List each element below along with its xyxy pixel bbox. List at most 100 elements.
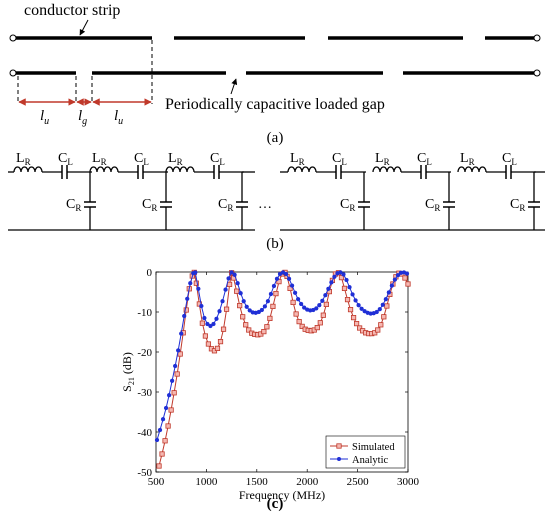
data-point-analytic [268,291,274,297]
x-tick-label: 500 [148,476,165,488]
data-point-simulated [405,281,411,287]
y-tick-label: -20 [137,347,152,359]
data-point-analytic [377,307,382,312]
data-point-analytic [169,378,175,383]
label-lr: LR [168,151,183,167]
data-point-analytic [286,276,292,281]
data-point-simulated [357,325,363,331]
data-point-analytic [173,363,178,369]
x-tick-label: 2500 [347,476,370,488]
data-point-analytic [179,331,184,336]
data-point-analytic [317,303,322,308]
data-point-simulated [193,280,199,286]
data-point-analytic [374,309,379,315]
data-point-analytic [223,287,228,292]
label-cl: CL [134,151,149,167]
data-point-simulated [270,303,276,310]
data-point-analytic [241,299,246,304]
data-point-simulated [165,423,171,429]
data-point-analytic [154,437,160,443]
label-lr: LR [92,151,107,167]
inductor-lr [13,166,43,173]
data-point-analytic [383,297,388,302]
data-point-simulated [296,319,302,325]
data-point-simulated [168,407,174,413]
legend-marker [337,457,341,461]
data-point-simulated [299,323,305,329]
data-point-simulated [162,438,168,444]
data-point-simulated [199,320,205,326]
inductor-lr [89,166,119,173]
data-point-analytic [244,304,249,309]
data-point-analytic [217,309,222,314]
y-tick-label: -40 [137,427,152,439]
data-point-analytic [176,348,181,353]
data-point-simulated [220,326,227,332]
legend-box [325,435,406,469]
panel-b-circuit: LR CL CR LR CL CR LR CL CR … LR CL CR LR CL CR LR CL CR [8,151,545,231]
label-cr: CR [142,197,157,213]
data-point-simulated [290,299,296,306]
label-cl: CL [332,151,347,167]
top-strip-right-terminal [533,34,541,42]
data-point-simulated [267,315,273,322]
data-point-simulated [223,306,230,312]
data-point-analytic [256,309,261,315]
data-point-analytic [188,281,193,286]
data-point-simulated [273,291,279,297]
data-point-analytic [226,276,231,281]
data-point-simulated [234,288,240,294]
data-point-simulated [350,315,357,321]
legend-marker [336,443,342,449]
x-axis-label: Frequency (MHz) [239,488,325,502]
data-point-analytic [323,293,328,298]
data-point-analytic [299,301,304,307]
data-point-simulated [174,371,180,377]
y-axis-label: S21 (dB) [120,352,136,392]
data-point-analytic [163,405,169,411]
data-point-simulated [214,345,221,351]
label-cr: CR [218,197,233,213]
panel-a-diagram [9,19,541,106]
data-point-analytic [326,286,331,291]
dimension-label-lu-right: lu [114,108,124,127]
label-cl: CL [58,151,73,167]
label-cr: CR [510,197,525,213]
data-point-analytic [289,283,295,288]
data-point-simulated [261,329,267,335]
data-point-simulated [217,339,224,345]
top-strip [9,34,541,42]
data-point-simulated [320,312,326,318]
data-point-analytic [238,291,243,296]
data-point-analytic [344,277,349,283]
caption-b: (b) [266,236,284,252]
label-lr: LR [16,151,31,167]
top-strip-left-terminal [9,34,17,42]
bottom-strip [9,69,541,77]
label-cr: CR [340,197,355,213]
data-point-simulated [323,301,329,308]
data-point-analytic [208,323,213,329]
data-point-simulated [338,274,345,281]
data-point-analytic [235,281,240,286]
data-point-analytic [262,304,268,309]
y-tick-label: -30 [137,387,152,399]
conductor-pointer-arrow [79,19,89,36]
data-point-analytic [389,283,395,288]
data-point-simulated [226,281,233,288]
data-point-simulated [243,322,249,328]
data-point-analytic [185,296,190,301]
x-tick-label: 3000 [397,476,420,488]
s21-chart: 500 1000 1500 2000 2500 3000 0 -10 -20 -30 -40 -50 F… [120,267,420,502]
data-point-simulated [372,330,378,336]
data-point-analytic [332,274,337,279]
caption-c: (c) [266,496,284,512]
data-point-simulated [183,307,189,313]
inductor-lr [287,166,317,173]
data-point-analytic [214,316,219,321]
data-point-analytic [199,303,204,309]
data-point-analytic [386,290,391,295]
data-point-simulated [314,325,320,331]
data-point-analytic [292,290,298,295]
inductor-lr [165,166,195,173]
